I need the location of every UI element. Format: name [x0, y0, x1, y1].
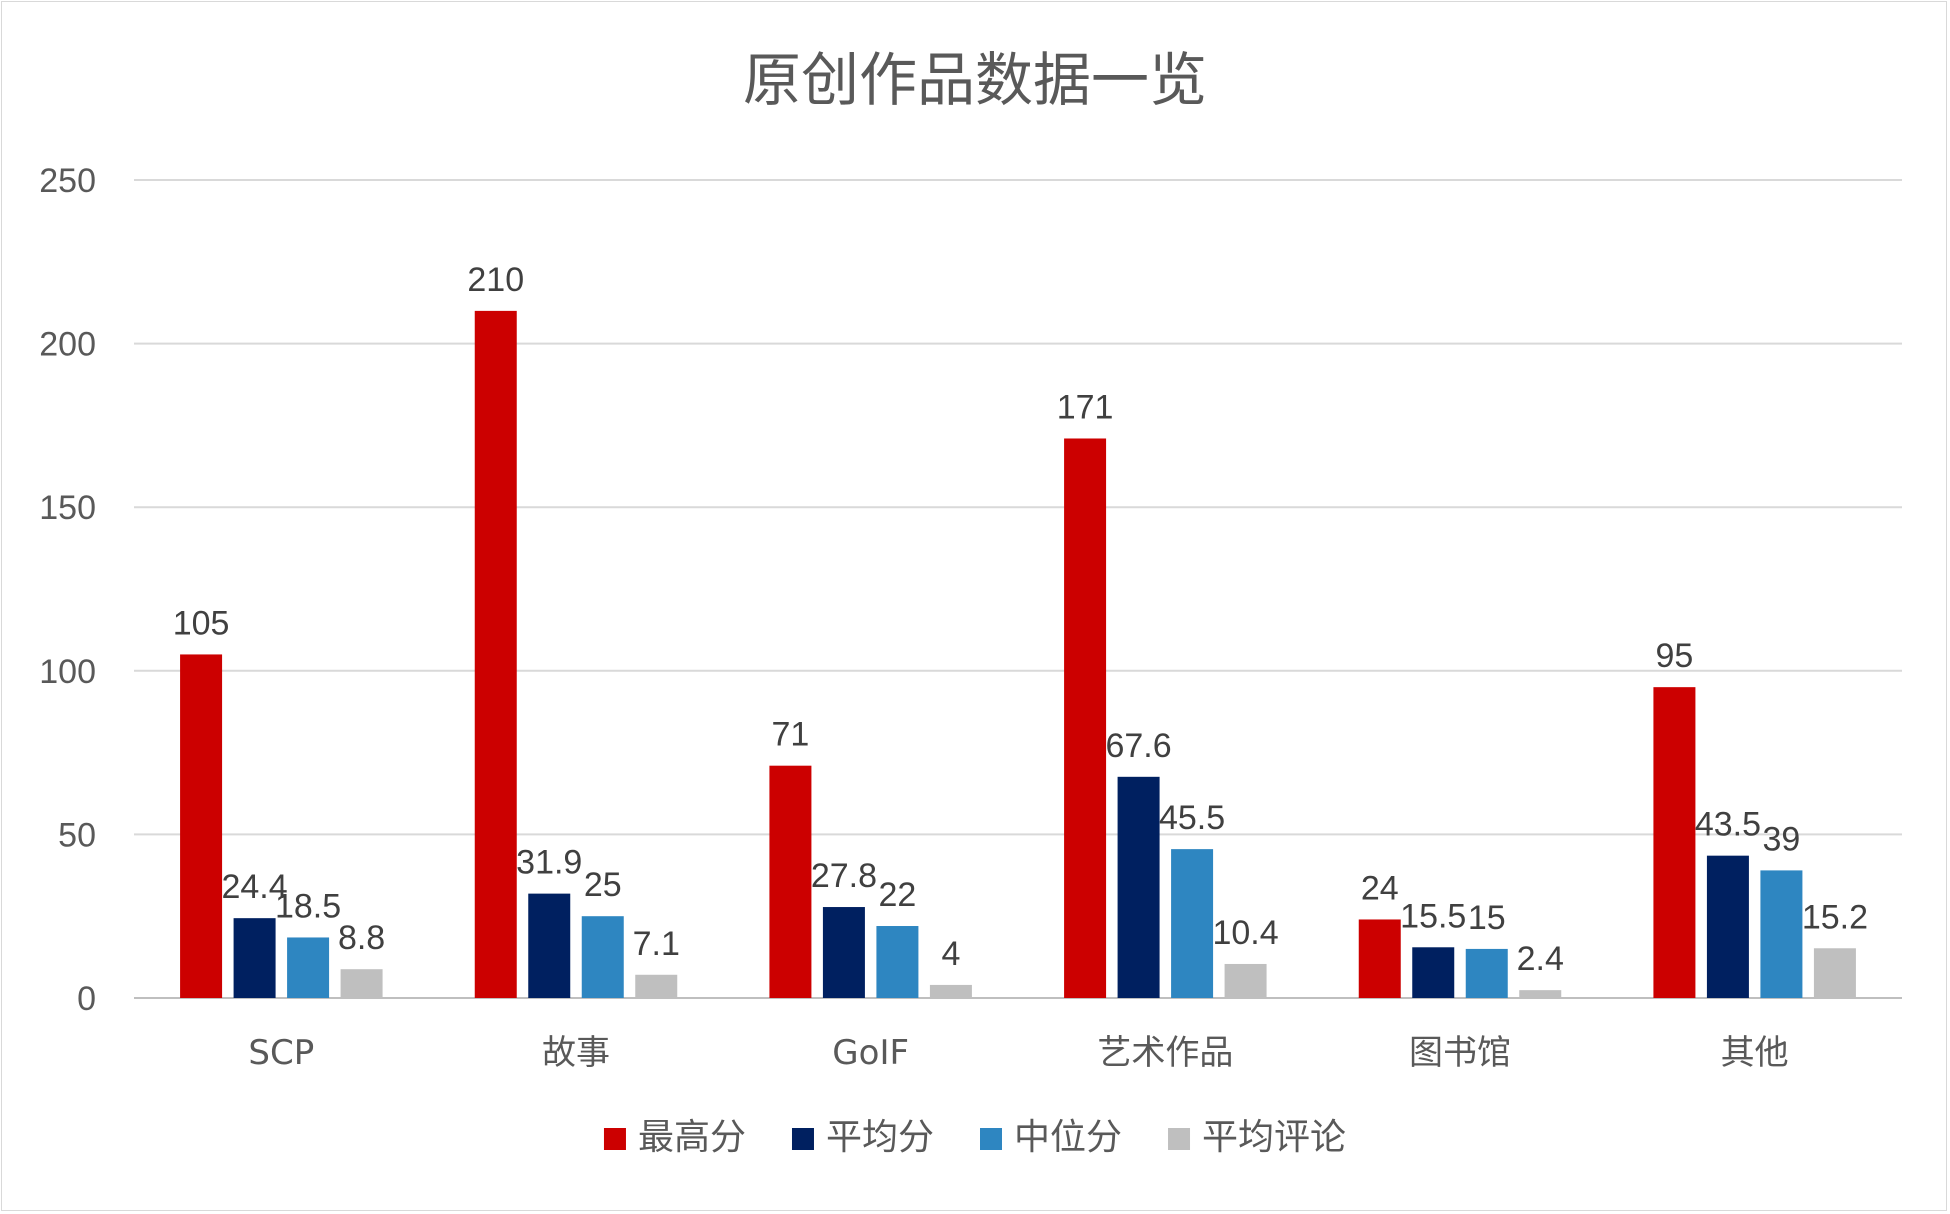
data-label: 4 — [941, 935, 960, 973]
bar — [581, 916, 624, 998]
legend-label: 中位分 — [1014, 1117, 1122, 1158]
legend-label: 平均分 — [826, 1117, 934, 1158]
data-label: 45.5 — [1159, 799, 1225, 837]
data-label: 27.8 — [811, 857, 877, 895]
bar — [1813, 948, 1856, 998]
bar — [1706, 855, 1749, 998]
data-label: 18.5 — [275, 887, 341, 925]
x-tick-label: 其他 — [1721, 1033, 1789, 1073]
bar — [528, 893, 571, 998]
bar — [1465, 948, 1508, 998]
gridlines — [134, 179, 1902, 999]
y-tick-label: 250 — [39, 162, 96, 200]
x-tick-label: 故事 — [542, 1033, 610, 1073]
x-tick-label: SCP — [248, 1033, 314, 1073]
x-tick-label: GoIF — [832, 1033, 909, 1073]
data-label: 15.2 — [1802, 898, 1868, 936]
legend-label: 最高分 — [638, 1117, 746, 1158]
data-label: 39 — [1763, 820, 1801, 858]
legend-label: 平均评论 — [1202, 1117, 1346, 1158]
data-label: 24 — [1361, 869, 1399, 907]
bar — [1653, 687, 1696, 998]
legend-item: 平均分 — [791, 1117, 934, 1158]
y-tick-label: 100 — [39, 653, 96, 691]
bar — [876, 926, 919, 998]
bar — [1519, 990, 1562, 998]
x-tick-label: 图书馆 — [1409, 1033, 1511, 1073]
bar — [1171, 849, 1214, 998]
data-labels: 105 24.418.58.8 210 31.925 7.1 71 27.8 22 4 171 67… — [173, 261, 1868, 978]
y-tick-label: 0 — [77, 980, 96, 1018]
data-label: 95 — [1656, 637, 1694, 675]
bar — [474, 310, 517, 998]
bar — [1358, 919, 1401, 998]
data-label: 171 — [1057, 388, 1114, 426]
legend-item: 中位分 — [980, 1117, 1122, 1158]
bar — [1224, 963, 1267, 998]
legend: 最高分 平均分 中位分 平均评论 — [603, 1117, 1346, 1158]
bar — [180, 654, 223, 998]
data-label: 8.8 — [338, 919, 385, 957]
legend-swatch — [791, 1128, 814, 1150]
data-label: 25 — [584, 866, 622, 904]
bar — [769, 765, 812, 998]
legend-swatch — [603, 1128, 626, 1150]
bar — [340, 969, 383, 998]
bar — [822, 907, 865, 998]
x-axis-categories: SCP 故事 GoIF 艺术作品 图书馆 其他 — [248, 1033, 1788, 1073]
data-label: 22 — [879, 876, 917, 914]
legend-swatch — [1168, 1128, 1191, 1150]
data-label: 7.1 — [633, 925, 680, 963]
y-tick-label: 200 — [39, 326, 96, 364]
bar — [635, 974, 678, 998]
legend-swatch — [980, 1128, 1002, 1150]
bar — [233, 918, 276, 998]
data-label: 15 — [1468, 899, 1506, 937]
data-label: 10.4 — [1212, 914, 1278, 952]
data-label: 31.9 — [516, 844, 582, 882]
data-label: 24.4 — [221, 868, 287, 906]
x-tick-label: 艺术作品 — [1097, 1033, 1233, 1073]
legend-item: 平均评论 — [1168, 1117, 1346, 1158]
y-tick-label: 150 — [39, 489, 96, 527]
bars — [180, 310, 1856, 998]
bar — [1064, 438, 1107, 998]
data-label: 105 — [173, 604, 230, 642]
bar — [287, 937, 330, 998]
y-tick-label: 50 — [58, 816, 96, 854]
data-label: 210 — [467, 261, 524, 299]
data-label: 71 — [772, 716, 810, 754]
y-axis-ticks: 0 50 100 150 200 250 — [39, 162, 96, 1018]
bar — [1760, 870, 1803, 998]
chart-title: 原创作品数据一览 — [743, 46, 1207, 114]
data-label: 43.5 — [1695, 806, 1761, 844]
data-label: 67.6 — [1105, 727, 1171, 765]
data-label: 15.5 — [1400, 897, 1466, 935]
legend-item: 最高分 — [603, 1117, 746, 1158]
bar — [1117, 776, 1160, 998]
bar — [1412, 947, 1455, 998]
data-label: 2.4 — [1517, 940, 1564, 978]
bar — [929, 984, 972, 998]
